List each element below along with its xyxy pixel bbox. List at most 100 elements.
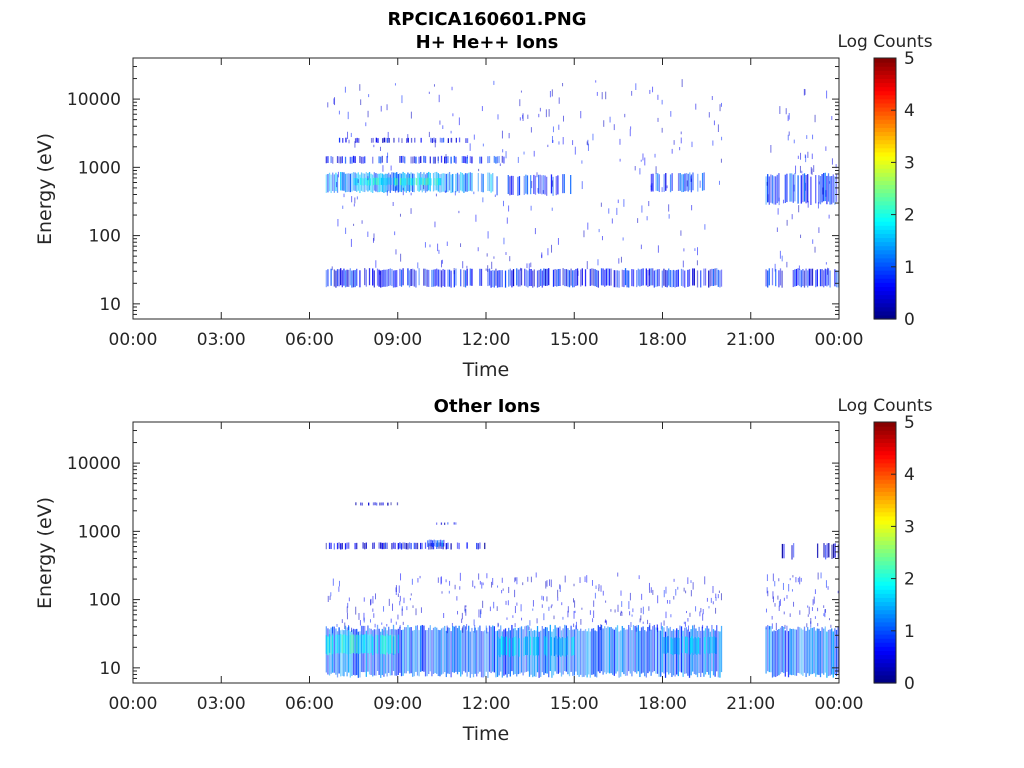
spectrogram-bin (819, 175, 822, 205)
spectrogram-bin (439, 539, 442, 547)
spectrogram-bin (572, 629, 574, 676)
spectrogram-bin (690, 178, 692, 182)
spectrogram-bin (684, 270, 686, 288)
spectrogram-bin (540, 630, 542, 677)
spectrogram-bin (576, 628, 579, 676)
spectrogram-bin (473, 619, 475, 626)
spectrogram-bin (508, 627, 510, 675)
spectrogram-bin (781, 626, 783, 673)
colorbar-tick-label: 5 (904, 413, 915, 433)
spectrogram-bin (377, 138, 379, 143)
spectrogram-bin (615, 270, 617, 288)
colorbar-frame (873, 57, 897, 320)
spectrogram-bin (652, 173, 654, 192)
spectrogram-bin (332, 172, 334, 192)
spectrogram-bin (694, 248, 696, 251)
spectrogram-bin (548, 631, 550, 678)
spectrogram-bin (380, 105, 382, 112)
spectrogram-bin (558, 124, 560, 130)
spectrogram-bin (410, 268, 412, 286)
spectrogram-bin (429, 543, 431, 550)
spectrogram-bin (696, 630, 699, 678)
spectrogram-bin (551, 631, 553, 678)
colorbar-segment (874, 282, 896, 287)
spectrogram-bin (420, 171, 422, 191)
spectrogram-bin (511, 624, 513, 672)
spectrogram-bin (612, 628, 614, 675)
spectrogram-bin (360, 634, 363, 653)
spectrogram-bin (596, 91, 598, 96)
spectrogram-bin (580, 628, 582, 675)
spectrogram-bin (583, 230, 585, 238)
spectrogram-bin (501, 270, 503, 288)
spectrogram-bin (440, 173, 443, 193)
spectrogram-bin (396, 502, 399, 506)
spectrogram-bin (396, 270, 398, 288)
spectrogram-bin (358, 613, 360, 620)
spectrogram-bin (327, 156, 329, 164)
spectrogram-bin (810, 628, 812, 675)
spectrogram-bin (719, 631, 721, 678)
spectrogram-bin (396, 629, 398, 676)
spectrogram-bin (387, 131, 389, 139)
spectrogram-bin (482, 582, 484, 586)
spectrogram-bin (813, 596, 815, 604)
spectrogram-bin (824, 172, 826, 202)
spectrogram-bin (587, 143, 589, 151)
spectrogram-bin (641, 205, 643, 213)
spectrogram-bin (395, 591, 397, 596)
spectrogram-bin (386, 104, 388, 111)
spectrogram-bin (466, 268, 468, 286)
spectrogram-bin (624, 629, 627, 676)
x-axis: 00:00 03:00 06:00 09:00 12:00 15:00 18:00 21:00… (109, 58, 864, 350)
spectrogram-bin (697, 173, 699, 192)
spectrogram-bin (376, 502, 378, 506)
spectrogram-bin (496, 156, 499, 164)
spectrogram-bin (593, 610, 595, 618)
spectrogram-bin (565, 269, 567, 287)
spectrogram-bin (642, 606, 644, 615)
spectrogram-bin (660, 630, 662, 677)
spectrogram-bin (410, 192, 412, 196)
y-tick-label: 10 (99, 295, 121, 315)
spectrogram-bin (335, 270, 337, 288)
spectrogram-bin (538, 631, 540, 678)
spectrogram-bin (473, 134, 475, 140)
spectrogram-bin (416, 178, 418, 186)
spectrogram-bin (720, 593, 722, 601)
spectrogram-bin (615, 627, 617, 674)
spectrogram-bin (452, 173, 454, 193)
colorbar-label: Log Counts (837, 32, 932, 52)
spectrogram-bin (534, 228, 536, 235)
spectrogram-bin (408, 173, 411, 193)
spectrogram-bin (504, 628, 507, 675)
spectrogram-bin (689, 637, 691, 655)
spectrogram-bin (823, 605, 825, 608)
colorbar-segment (874, 662, 896, 668)
spectrogram-bin (653, 624, 655, 672)
colorbar-segment (874, 536, 896, 541)
colorbar-segment (874, 164, 896, 169)
colorbar-segment (874, 634, 896, 639)
spectrogram-bin (605, 627, 607, 675)
spectrogram-bin (517, 269, 519, 287)
spectrogram-bin (370, 173, 372, 193)
spectrogram-bin (534, 637, 536, 656)
spectrogram-bin (805, 182, 807, 191)
spectrogram-bin (406, 138, 408, 143)
colorbar-segment (874, 450, 896, 456)
spectrogram-bin (404, 542, 406, 549)
spectrogram-bin (382, 165, 384, 172)
spectrogram-bin (807, 614, 809, 617)
colorbar-segment (874, 204, 896, 210)
spectrogram-bin (548, 268, 550, 286)
spectrogram-bin (346, 269, 348, 287)
spectrogram-bin (338, 634, 340, 654)
spectrogram-bin (654, 153, 656, 158)
spectrogram-bin (527, 114, 529, 119)
colorbar-segment (874, 540, 896, 545)
spectrogram-bin (567, 610, 569, 618)
spectrogram-bin (344, 86, 346, 93)
colorbar-frame (873, 421, 897, 684)
spectrogram-bin (512, 175, 514, 195)
